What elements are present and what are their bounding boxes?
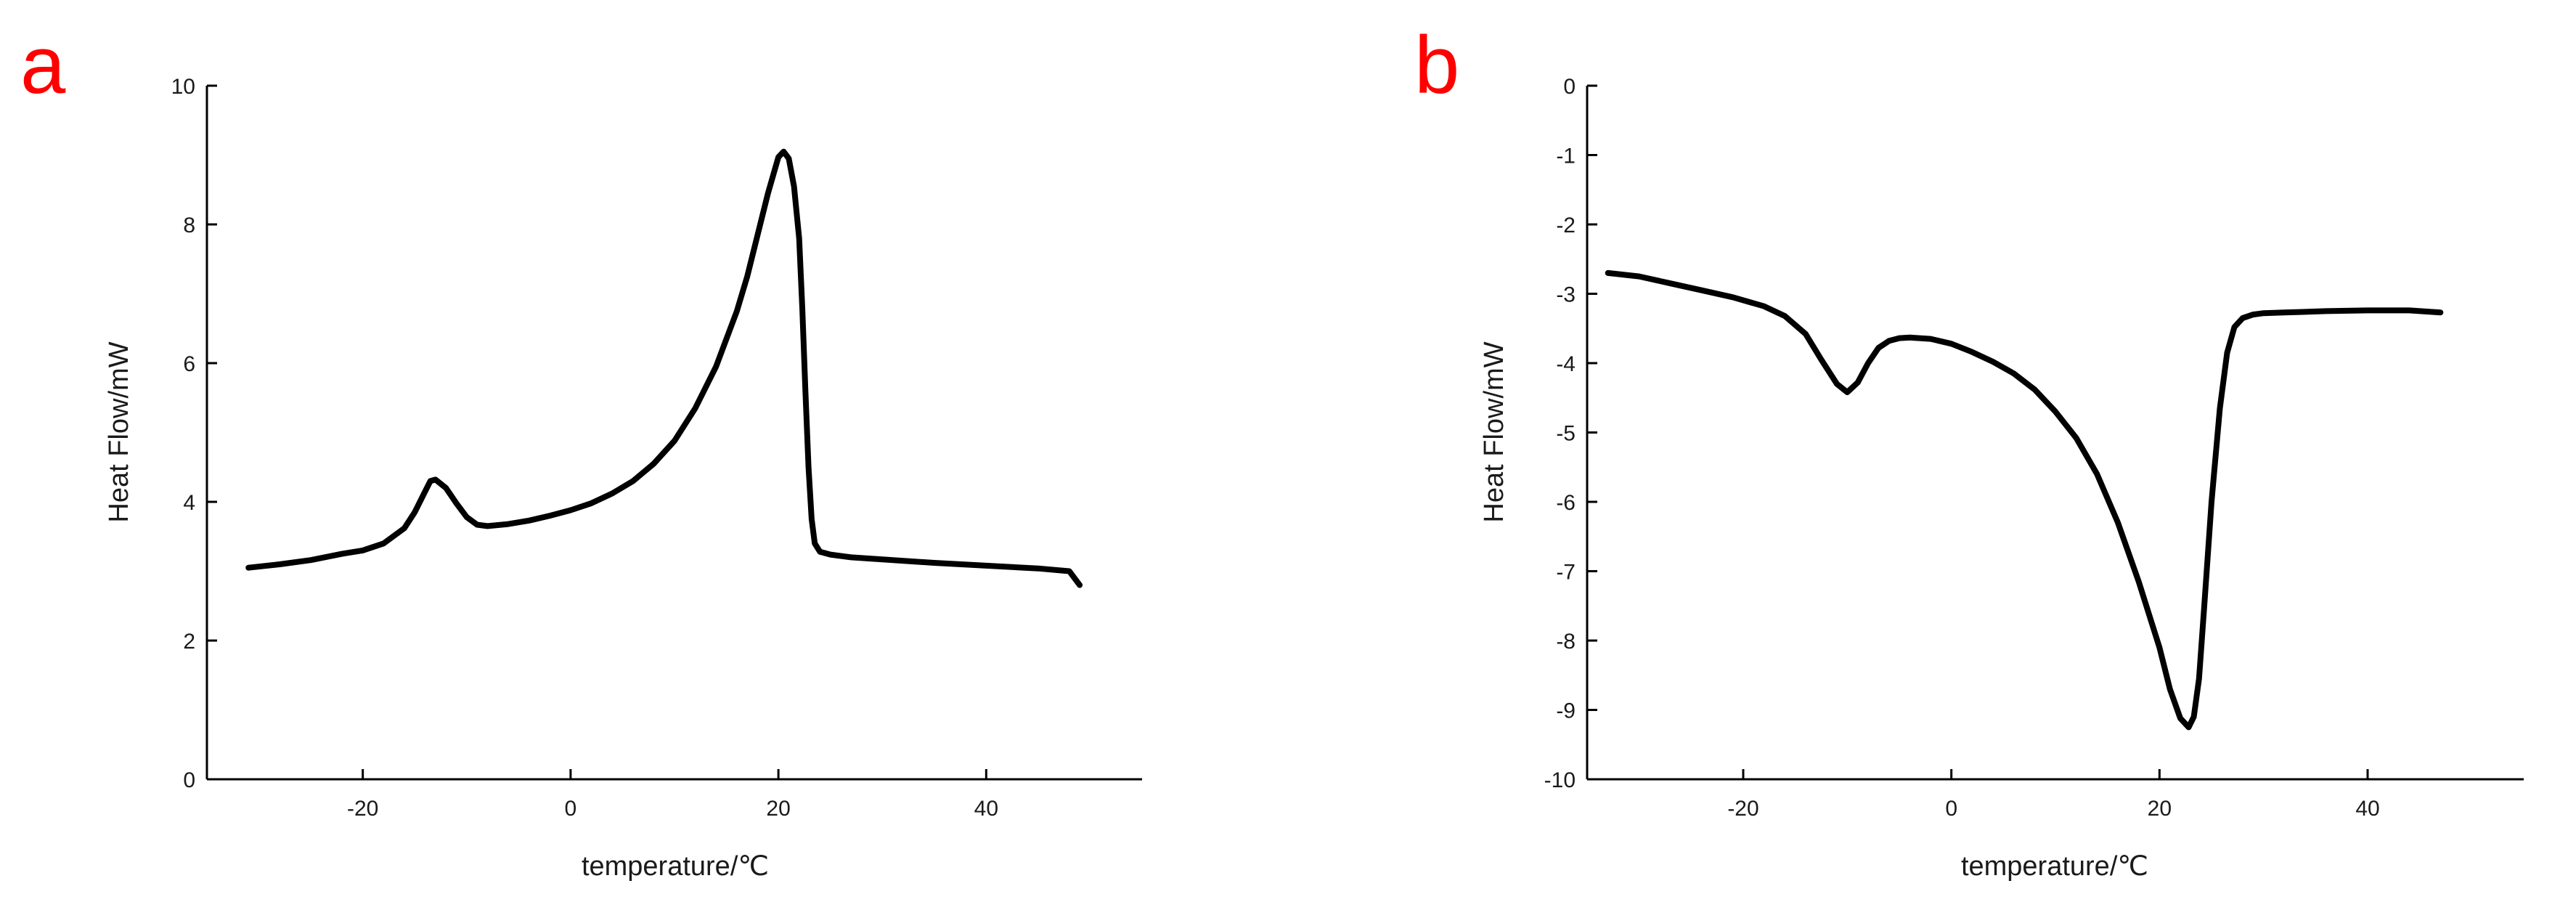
panel-a-y-tick-label: 2	[183, 630, 195, 654]
panel-a-y-tick-label: 4	[183, 491, 195, 515]
panel-b-y-tick-label: -7	[1556, 561, 1576, 585]
panel-a-x-axis-title: temperature/℃	[582, 851, 769, 882]
panel-b-y-tick-label: 0	[1563, 75, 1576, 99]
panel-b-plot-area: 0 -1 -2 -3 -4 -5 -6 -7 -8 -9 -10 -20 0 20 40	[1544, 75, 2524, 821]
panel-a-y-ticks: 0 2 4 6 8 10	[171, 75, 217, 792]
panel-a-y-tick-label: 10	[171, 75, 195, 99]
panel-a-x-tick-label: 0	[565, 797, 577, 821]
chart-panel-b: b 0 -1 -2 -3 -4 -5 -6 -7 -8 -9 -10 -20 0 20 40 Heat F…	[1414, 20, 2524, 882]
panel-b-x-axis-title: temperature/℃	[1961, 851, 2148, 882]
panel-a-x-ticks: -20 0 20 40	[347, 769, 998, 821]
panel-b-x-tick-label: -20	[1727, 797, 1758, 821]
panel-b-heat-flow-line	[1605, 269, 2444, 731]
panel-b-label: b	[1414, 20, 1459, 110]
panel-b-x-ticks: -20 0 20 40	[1727, 769, 2380, 821]
panel-a-y-tick-label: 8	[183, 214, 195, 237]
panel-b-y-tick-label: -2	[1556, 214, 1576, 237]
panel-b-x-tick-label: 20	[2148, 797, 2172, 821]
panel-b-y-ticks: 0 -1 -2 -3 -4 -5 -6 -7 -8 -9 -10	[1544, 75, 1597, 792]
panel-a-label: a	[20, 20, 66, 110]
panel-b-y-tick-label: -8	[1556, 630, 1576, 654]
panel-b-x-tick-label: 0	[1945, 797, 1957, 821]
panel-b-y-tick-label: -1	[1556, 145, 1576, 168]
panel-b-x-tick-label: 40	[2355, 797, 2379, 821]
panel-a-heat-flow-line	[245, 148, 1083, 588]
panel-a-y-tick-label: 6	[183, 352, 195, 376]
panel-a-x-tick-label: 40	[974, 797, 998, 821]
panel-a-y-axis-title: Heat Flow/mW	[104, 341, 134, 522]
panel-b-y-tick-label: -9	[1556, 699, 1576, 723]
panel-b-y-tick-label: -3	[1556, 283, 1576, 307]
panel-b-y-tick-label: -4	[1556, 352, 1576, 376]
panel-a-x-tick-label: -20	[347, 797, 378, 821]
panel-b-y-axis-title: Heat Flow/mW	[1479, 341, 1509, 522]
panel-a-plot-area: 0 2 4 6 8 10 -20 0 20 40	[171, 75, 1142, 821]
panel-b-y-tick-label: -6	[1556, 491, 1576, 515]
panel-b-y-tick-label: -10	[1544, 768, 1576, 792]
panel-b-y-tick-label: -5	[1556, 422, 1576, 446]
panel-a-y-tick-label: 0	[183, 768, 195, 792]
panel-a-x-tick-label: 20	[766, 797, 790, 821]
chart-panel-a: a 0 2 4 6 8 10 -20 0 20 40 Heat Flow/mW temperat…	[20, 20, 1142, 882]
